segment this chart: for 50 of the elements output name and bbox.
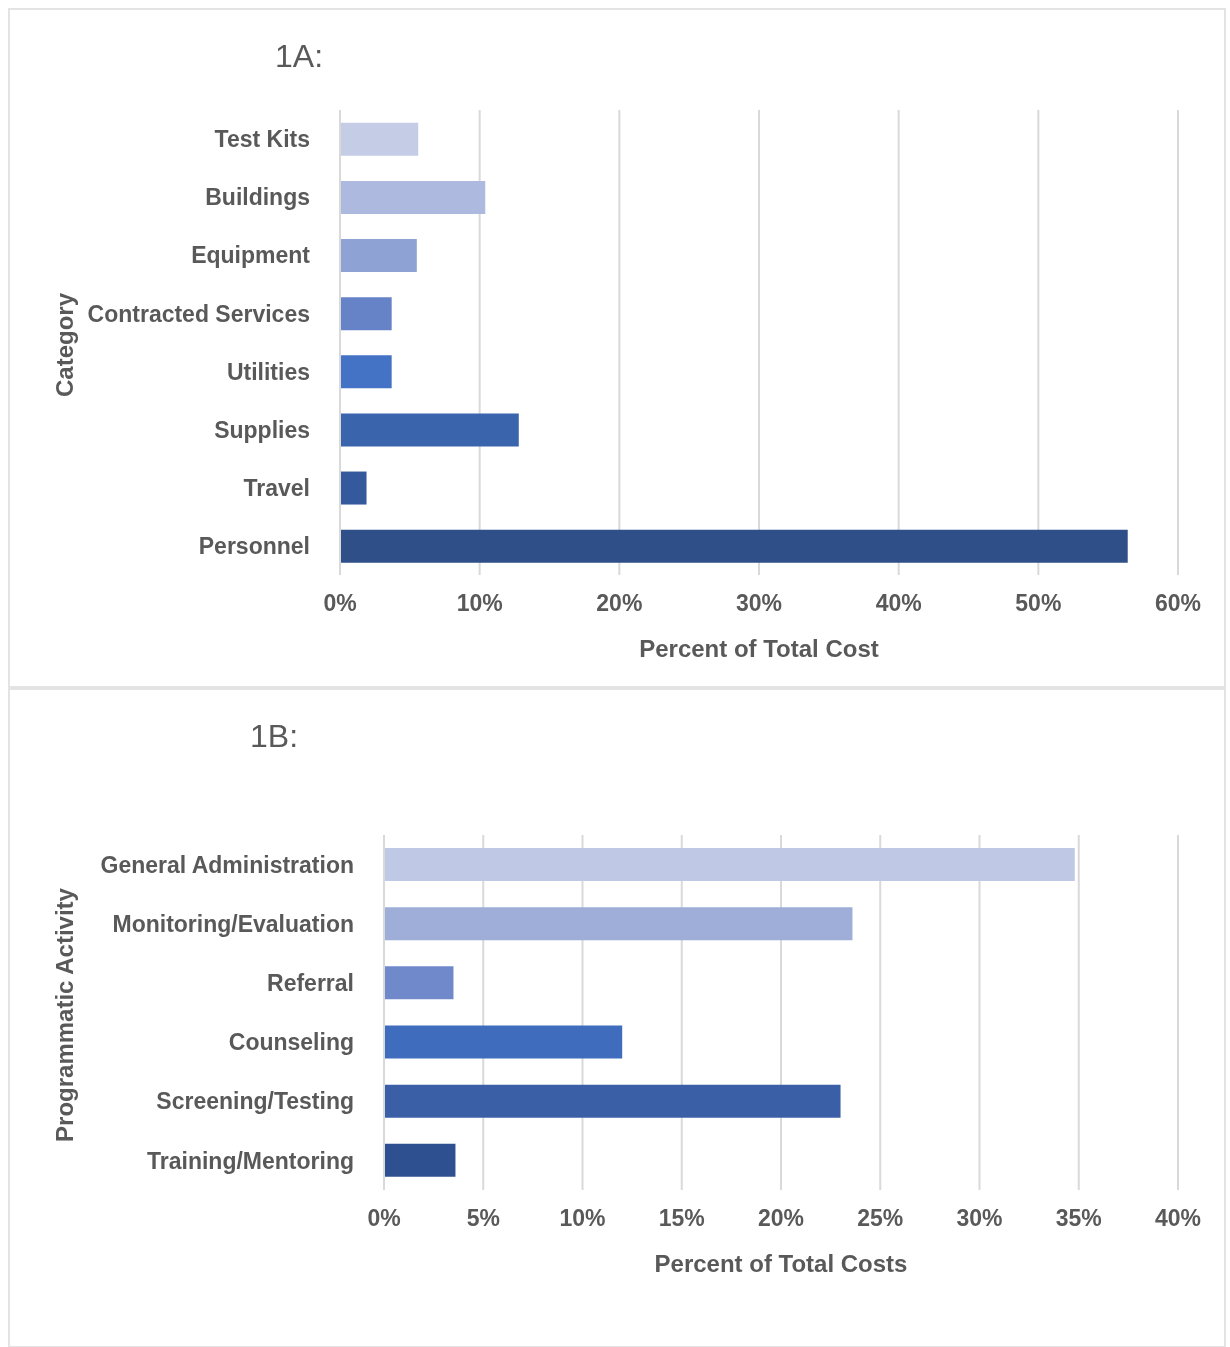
y-tick-label: Contracted Services xyxy=(87,300,310,327)
bar xyxy=(384,1025,623,1059)
x-tick-label: 15% xyxy=(658,1205,705,1232)
bar xyxy=(340,471,367,505)
x-tick-label: 25% xyxy=(857,1205,904,1232)
y-axis-title: Programmatic Activity xyxy=(51,888,79,1142)
bar xyxy=(384,1084,841,1118)
y-tick-label: Personnel xyxy=(198,533,310,560)
x-tick-label: 50% xyxy=(1015,590,1062,617)
bar xyxy=(340,180,486,214)
x-tick-label: 30% xyxy=(956,1205,1003,1232)
x-tick-label: 60% xyxy=(1154,590,1202,617)
y-tick-label: Counseling xyxy=(228,1029,354,1056)
x-tick-label: 10% xyxy=(559,1205,606,1232)
bar xyxy=(384,966,454,1000)
bar xyxy=(384,848,1075,882)
y-tick-label: Training/Mentoring xyxy=(147,1147,354,1174)
x-axis-title: Percent of Total Costs xyxy=(653,1250,909,1278)
bar xyxy=(384,907,853,941)
y-tick-label: Supplies xyxy=(214,416,310,443)
bar xyxy=(340,122,419,156)
x-tick-label: 40% xyxy=(875,590,922,617)
bar xyxy=(340,355,392,389)
x-tick-label: 30% xyxy=(735,590,783,617)
x-tick-label: 10% xyxy=(456,590,503,617)
y-tick-label: Equipment xyxy=(191,242,311,269)
x-tick-label: 0% xyxy=(367,1205,401,1232)
y-axis-title: Category xyxy=(51,292,79,398)
y-tick-label: Utilities xyxy=(226,358,310,385)
y-tick-label: Monitoring/Evaluation xyxy=(112,910,354,937)
chart-title: 1B: xyxy=(250,718,299,755)
bar xyxy=(340,529,1128,563)
bar xyxy=(340,297,392,331)
bar xyxy=(340,239,417,273)
x-tick-label: 20% xyxy=(596,590,643,617)
x-tick-label: 20% xyxy=(757,1205,805,1232)
y-tick-label: Buildings xyxy=(205,184,310,211)
bar xyxy=(340,413,519,447)
chart-title: 1A: xyxy=(275,38,324,75)
x-tick-label: 5% xyxy=(466,1205,500,1232)
bar xyxy=(384,1143,456,1177)
y-tick-label: Travel xyxy=(243,474,310,501)
y-tick-label: General Administration xyxy=(100,851,354,878)
x-tick-label: 40% xyxy=(1154,1205,1202,1232)
x-axis-title: Percent of Total Cost xyxy=(638,635,880,663)
x-tick-label: 35% xyxy=(1055,1205,1102,1232)
x-tick-label: 0% xyxy=(323,590,357,617)
y-tick-label: Test Kits xyxy=(214,126,310,153)
y-tick-label: Referral xyxy=(267,970,354,997)
y-tick-label: Screening/Testing xyxy=(156,1088,354,1115)
